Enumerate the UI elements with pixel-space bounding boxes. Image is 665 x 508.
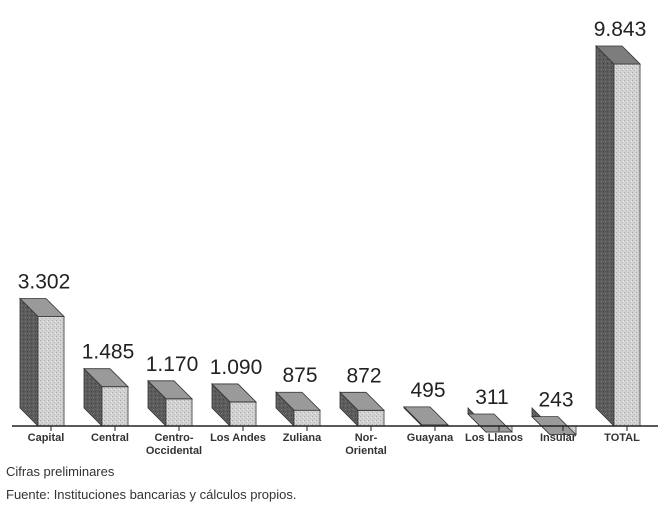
data-label-10: 9.843 [594, 18, 647, 41]
category-label-1: Capital [28, 432, 65, 444]
data-label-6: 872 [346, 364, 381, 387]
category-label-7: Guayana [407, 432, 454, 444]
category-label-4: Los Andes [210, 432, 266, 444]
bar-1 [19, 297, 65, 427]
bar-6 [339, 391, 385, 427]
category-label-6: Nor-Oriental [345, 432, 387, 457]
data-label-1: 3.302 [18, 271, 71, 294]
category-label-2: Central [91, 432, 129, 444]
category-label-3: Centro-Occidental [146, 432, 202, 457]
footnote-note: Cifras preliminares [6, 464, 115, 479]
bar-10 [595, 45, 641, 427]
category-label-8: Los Llanos [465, 432, 523, 444]
data-label-4: 1.090 [210, 356, 263, 379]
data-label-7: 495 [410, 379, 445, 402]
bar-7 [403, 405, 449, 427]
data-label-9: 243 [538, 389, 573, 412]
category-label-5: Zuliana [283, 432, 322, 444]
bar-9 [531, 407, 577, 436]
data-label-5: 875 [282, 364, 317, 387]
bar-2 [83, 367, 129, 427]
category-label-10: TOTAL [604, 432, 640, 444]
category-label-9: Insular [540, 432, 577, 444]
bar-4 [211, 382, 257, 427]
bar-3 [147, 379, 193, 427]
bar-8 [467, 407, 513, 433]
data-label-3: 1.170 [146, 353, 199, 376]
data-label-8: 311 [475, 386, 508, 409]
data-label-2: 1.485 [82, 341, 135, 364]
bar-5 [275, 391, 321, 427]
footnote-source: Fuente: Instituciones bancarias y cálcul… [6, 487, 297, 502]
